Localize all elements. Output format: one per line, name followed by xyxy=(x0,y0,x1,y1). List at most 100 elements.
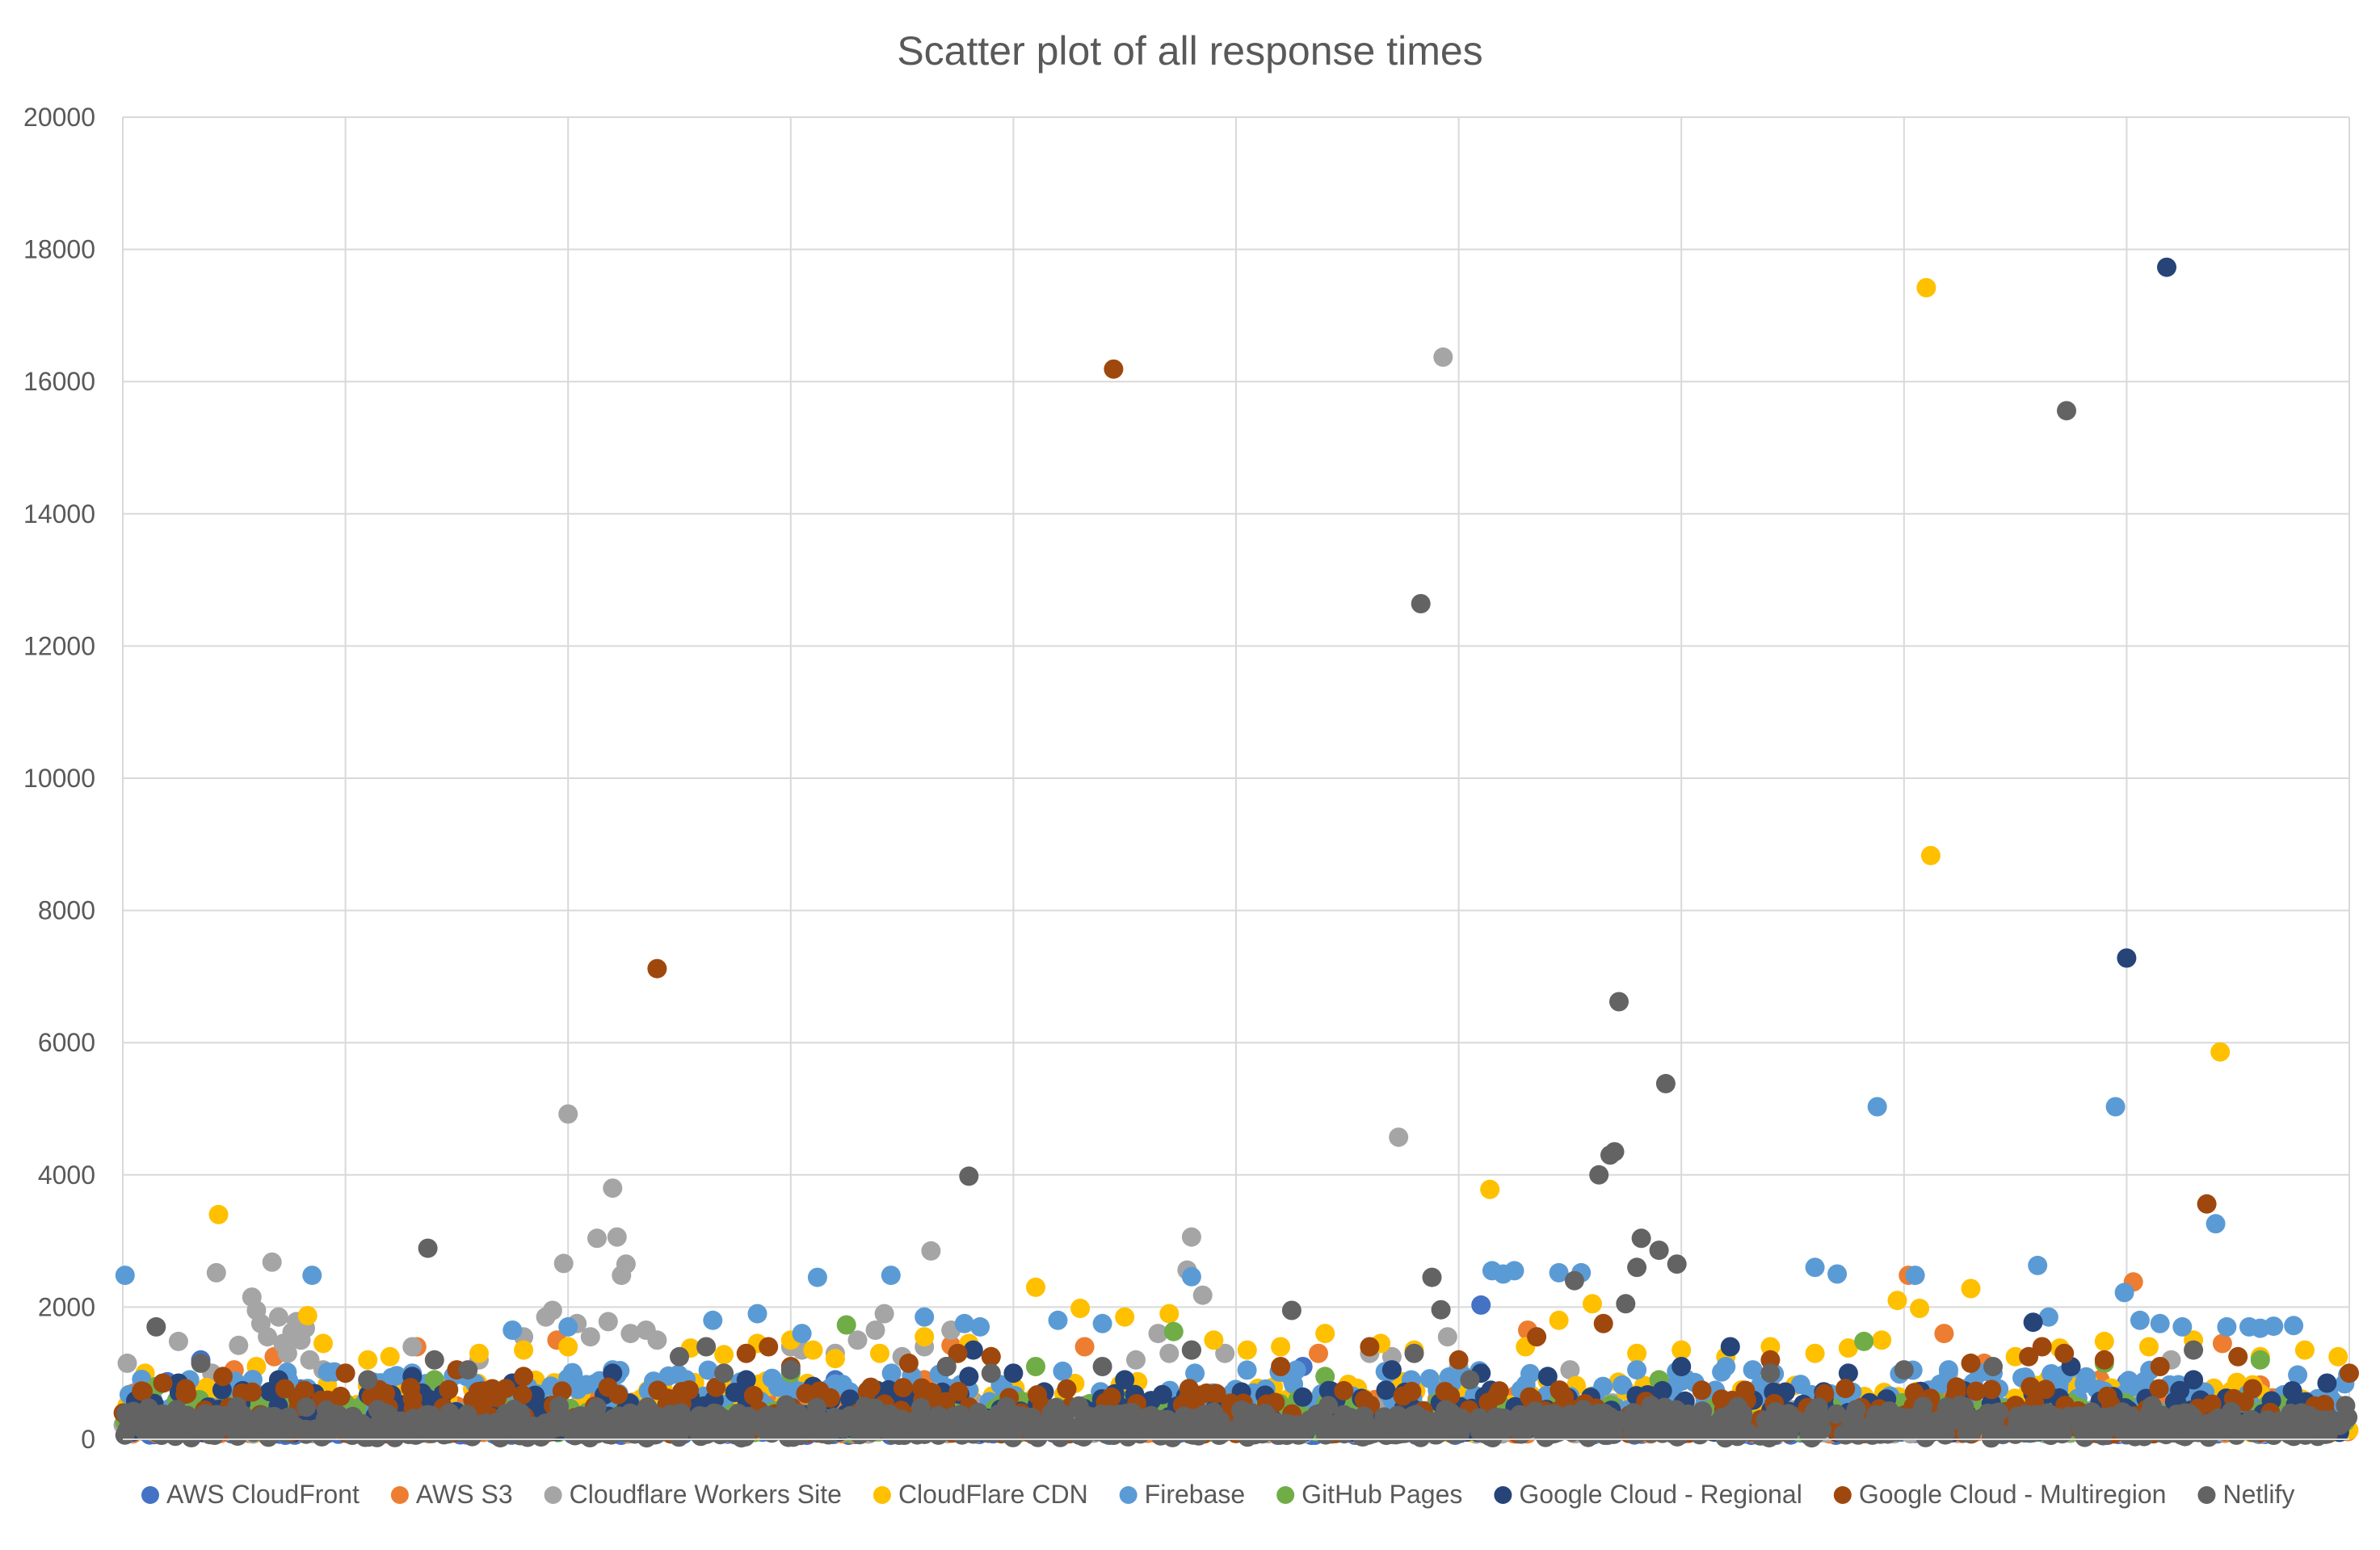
data-point xyxy=(1961,1278,1981,1299)
data-point xyxy=(1206,1384,1226,1404)
data-point xyxy=(2184,1370,2204,1390)
data-point xyxy=(2328,1346,2348,1367)
y-tick-label: 20000 xyxy=(23,103,95,132)
data-point xyxy=(335,1363,355,1384)
data-point xyxy=(1527,1409,1547,1429)
data-point xyxy=(475,1381,495,1401)
data-point xyxy=(703,1310,723,1330)
data-point xyxy=(1148,1324,1168,1344)
data-point xyxy=(921,1240,941,1261)
data-point xyxy=(576,1375,596,1395)
data-point xyxy=(2032,1337,2052,1357)
data-point xyxy=(2028,1255,2048,1275)
data-point xyxy=(1827,1404,1847,1424)
data-point xyxy=(1527,1327,1547,1347)
data-point xyxy=(206,1262,226,1283)
data-point xyxy=(1053,1361,1073,1381)
data-point xyxy=(259,1427,279,1447)
data-point xyxy=(620,1324,641,1344)
data-point xyxy=(2284,1316,2304,1336)
data-point xyxy=(961,1423,981,1443)
data-point xyxy=(2097,1386,2117,1406)
data-point xyxy=(721,1419,741,1438)
data-point xyxy=(1435,1382,1455,1401)
data-point xyxy=(1449,1350,1469,1370)
data-point xyxy=(1520,1363,1540,1384)
data-point xyxy=(2212,1333,2232,1354)
data-point xyxy=(2105,1097,2126,1117)
data-point xyxy=(1915,1427,1936,1447)
data-point xyxy=(1760,1350,1781,1370)
data-point xyxy=(1133,1408,1154,1428)
data-point xyxy=(191,1353,211,1373)
series-top-layer xyxy=(115,1403,2358,1448)
data-point xyxy=(1437,1327,1457,1347)
data-point xyxy=(1048,1310,1068,1330)
legend-marker xyxy=(1833,1486,1852,1504)
gridlines xyxy=(122,116,2350,1439)
data-point xyxy=(1487,1385,1507,1405)
data-point xyxy=(1181,1340,1201,1360)
data-point xyxy=(1991,1424,2011,1444)
data-point xyxy=(2052,1424,2072,1444)
data-point xyxy=(580,1428,600,1447)
data-point xyxy=(893,1378,913,1398)
data-point xyxy=(1334,1422,1354,1443)
data-point xyxy=(2046,1407,2067,1427)
data-point xyxy=(954,1313,974,1333)
legend-label: Cloudflare Workers Site xyxy=(570,1480,842,1509)
data-point xyxy=(872,1414,892,1434)
data-point xyxy=(438,1420,458,1439)
data-point xyxy=(275,1379,295,1399)
data-point xyxy=(1411,594,1431,613)
data-point xyxy=(809,1381,830,1401)
data-point xyxy=(514,1340,534,1360)
data-point xyxy=(2340,1363,2359,1384)
data-point xyxy=(874,1304,894,1324)
data-point xyxy=(502,1320,523,1340)
data-point xyxy=(514,1367,534,1387)
data-point xyxy=(762,1368,782,1388)
legend-label: CloudFlare CDN xyxy=(898,1480,1088,1509)
data-point xyxy=(714,1363,734,1384)
data-point xyxy=(229,1335,249,1355)
data-point xyxy=(2139,1404,2159,1424)
legend-label: Firebase xyxy=(1145,1480,1246,1509)
data-point xyxy=(565,1426,585,1446)
data-point xyxy=(1404,1343,1424,1363)
data-point xyxy=(300,1350,320,1370)
legend-marker xyxy=(544,1486,562,1504)
data-point xyxy=(1360,1337,1380,1357)
data-point xyxy=(2156,1425,2176,1445)
data-point xyxy=(1649,1240,1669,1261)
data-point xyxy=(1827,1264,1848,1284)
data-point xyxy=(2139,1337,2159,1357)
data-point xyxy=(1626,1413,1646,1433)
data-point xyxy=(891,1409,911,1430)
data-point xyxy=(139,1398,158,1418)
data-point xyxy=(2020,1377,2041,1396)
data-point xyxy=(1406,1424,1425,1444)
data-point xyxy=(1936,1416,1957,1436)
data-point xyxy=(1393,1386,1413,1406)
data-point xyxy=(558,1316,578,1337)
data-point xyxy=(1631,1228,1651,1249)
data-point xyxy=(1982,1379,2002,1400)
data-point xyxy=(1051,1409,1071,1430)
data-point xyxy=(552,1381,572,1401)
data-point xyxy=(1743,1360,1763,1380)
data-point xyxy=(2150,1313,2170,1333)
data-point xyxy=(313,1333,333,1354)
data-point xyxy=(603,1409,624,1429)
data-point xyxy=(422,1423,442,1443)
data-point xyxy=(1092,1313,1112,1333)
data-point xyxy=(1057,1379,1077,1399)
data-point xyxy=(981,1346,1001,1367)
data-point xyxy=(1293,1387,1313,1407)
data-point xyxy=(1159,1304,1179,1324)
legend-marker xyxy=(1494,1486,1512,1504)
data-point xyxy=(1554,1387,1575,1407)
legend-label: AWS S3 xyxy=(416,1480,513,1509)
